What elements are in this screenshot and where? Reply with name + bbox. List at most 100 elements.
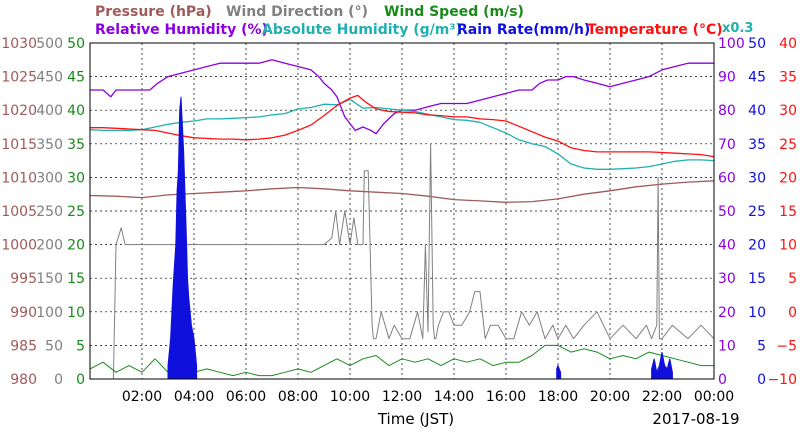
y-tick-label-wind-speed: 20 (67, 238, 85, 254)
legend-absolute-humidity: Absolute Humidity (g/m³) (262, 22, 462, 38)
x-tick-label: 00:00 (694, 389, 734, 405)
y-tick-label-pressure: 1010 (1, 170, 37, 186)
y-tick-label-relative-humidity: 30 (718, 271, 736, 287)
y-tick-label-wind-direction: 400 (36, 103, 63, 119)
legend: Pressure (hPa) Wind Direction (°) Wind S… (95, 4, 753, 38)
y-tick-label-wind-direction: 0 (54, 372, 63, 388)
y-tick-label-wind-direction: 150 (36, 271, 63, 287)
date-label: 2017-08-19 (652, 410, 739, 428)
y-tick-label-temperature: 40 (779, 36, 797, 52)
x-tick-label: 10:00 (330, 389, 370, 405)
y-tick-label-relative-humidity: 60 (718, 170, 736, 186)
x-tick-label: 16:00 (486, 389, 526, 405)
y-tick-label-temperature: 25 (779, 137, 797, 153)
legend-relative-humidity: Relative Humidity (%) (95, 22, 268, 38)
y-tick-label-wind-direction: 350 (36, 137, 63, 153)
absolute-humidity-line (89, 98, 715, 170)
y-tick-label-relative-humidity: 10 (718, 338, 736, 354)
y-tick-label-temperature: −5 (776, 338, 797, 354)
y-tick-label-wind-speed: 50 (67, 36, 85, 52)
y-tick-label-relative-humidity: 80 (718, 103, 736, 119)
y-tick-label-relative-humidity: 50 (718, 204, 736, 220)
y-tick-label-pressure: 1000 (1, 238, 37, 254)
rain-rate-area (167, 96, 198, 380)
legend-rain-rate: Rain Rate(mm/h) (457, 22, 590, 38)
y-tick-label-rain-rate: 45 (748, 70, 766, 86)
legend-wind-speed: Wind Speed (m/s) (384, 4, 524, 20)
y-tick-label-pressure: 980 (10, 372, 37, 388)
wind-direction-line (112, 143, 715, 380)
y-tick-label-wind-speed: 10 (67, 305, 85, 321)
y-tick-label-relative-humidity: 70 (718, 137, 736, 153)
y-tick-label-wind-direction: 50 (45, 338, 63, 354)
relative-humidity-line (90, 59, 714, 135)
y-tick-label-wind-speed: 40 (67, 103, 85, 119)
y-tick-label-relative-humidity: 20 (718, 305, 736, 321)
y-tick-label-pressure: 985 (10, 338, 37, 354)
y-tick-label-pressure: 995 (10, 271, 37, 287)
y-tick-label-wind-speed: 0 (76, 372, 85, 388)
y-tick-label-rain-rate: 50 (748, 36, 766, 52)
y-tick-label-pressure: 1005 (1, 204, 37, 220)
y-tick-label-wind-direction: 100 (36, 305, 63, 321)
y-tick-label-temperature: 10 (779, 238, 797, 254)
y-tick-label-wind-direction: 450 (36, 70, 63, 86)
y-tick-label-wind-speed: 45 (67, 70, 85, 86)
y-tick-label-temperature: 35 (779, 70, 797, 86)
y-tick-label-rain-rate: 35 (748, 137, 766, 153)
y-tick-label-rain-rate: 20 (748, 238, 766, 254)
x-tick-label: 02:00 (122, 389, 162, 405)
x-tick-label: 18:00 (538, 389, 578, 405)
y-tick-label-temperature: 15 (779, 204, 797, 220)
y-tick-label-rain-rate: 15 (748, 271, 766, 287)
y-tick-label-wind-speed: 5 (76, 338, 85, 354)
temperature-line (90, 94, 715, 158)
pressure-line (89, 180, 715, 203)
y-tick-label-temperature: 0 (788, 305, 797, 321)
y-tick-label-pressure: 1020 (1, 103, 37, 119)
y-tick-label-wind-direction: 300 (36, 170, 63, 186)
y-tick-label-temperature: 30 (779, 103, 797, 119)
legend-temperature: Temperature (°C) (587, 22, 723, 38)
y-tick-label-pressure: 1030 (1, 36, 37, 52)
x-tick-label: 12:00 (382, 389, 422, 405)
y-tick-label-temperature: 5 (788, 271, 797, 287)
y-tick-label-pressure: 990 (10, 305, 37, 321)
legend-wind-direction: Wind Direction (°) (226, 4, 368, 20)
x-tick-label: 08:00 (278, 389, 318, 405)
y-tick-label-relative-humidity: 40 (718, 238, 736, 254)
y-tick-label-rain-rate: 25 (748, 204, 766, 220)
y-tick-label-relative-humidity: 0 (718, 372, 727, 388)
series-layer (89, 59, 715, 380)
y-tick-label-wind-speed: 15 (67, 271, 85, 287)
x-axis-title: Time (JST) (377, 410, 454, 428)
y-tick-label-wind-direction: 250 (36, 204, 63, 220)
y-tick-label-relative-humidity: 100 (718, 36, 745, 52)
x-tick-label: 06:00 (226, 389, 266, 405)
y-tick-label-wind-speed: 35 (67, 137, 85, 153)
y-tick-label-wind-direction: 500 (36, 36, 63, 52)
y-tick-label-temperature: 20 (779, 170, 797, 186)
y-tick-label-rain-rate: 5 (757, 338, 766, 354)
grid (90, 43, 714, 379)
y-tick-label-temperature: −10 (767, 372, 797, 388)
x-tick-label: 22:00 (642, 389, 682, 405)
y-tick-label-wind-speed: 30 (67, 170, 85, 186)
y-tick-label-rain-rate: 10 (748, 305, 766, 321)
x-tick-label: 04:00 (174, 389, 214, 405)
plot-frame (89, 42, 715, 380)
axis-labels: 02:00 04:00 06:00 08:00 10:00 12:00 14:00 16:00… (1, 36, 797, 405)
y-tick-label-wind-speed: 25 (67, 204, 85, 220)
abs-humidity-scale-note: x0.3 (722, 21, 753, 36)
y-tick-label-wind-direction: 200 (36, 238, 63, 254)
y-tick-label-rain-rate: 40 (748, 103, 766, 119)
x-tick-label: 20:00 (590, 389, 630, 405)
y-tick-label-pressure: 1025 (1, 70, 37, 86)
rain-rate-area (651, 352, 673, 380)
y-tick-label-relative-humidity: 90 (718, 70, 736, 86)
y-tick-label-pressure: 1015 (1, 137, 37, 153)
legend-pressure: Pressure (hPa) (95, 4, 212, 20)
x-tick-label: 14:00 (434, 389, 474, 405)
y-tick-label-rain-rate: 0 (757, 372, 766, 388)
